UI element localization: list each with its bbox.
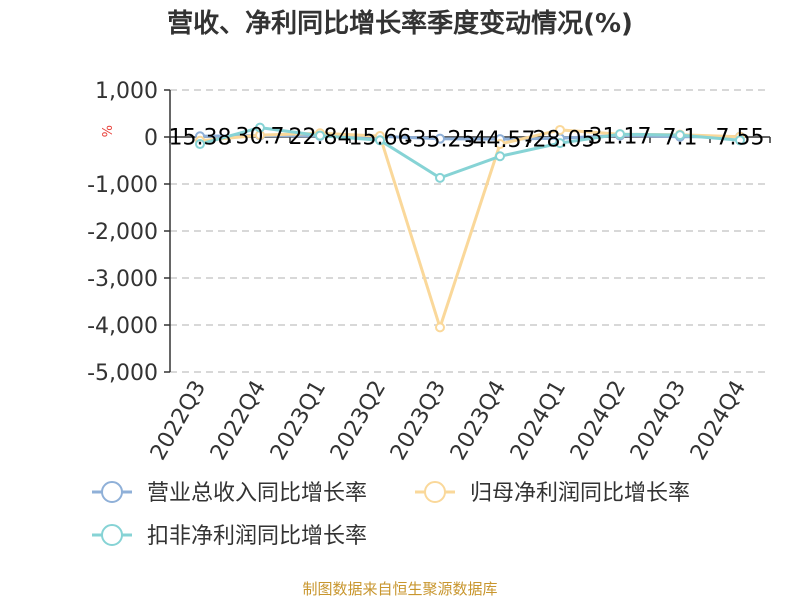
y-axis-ticks: 1,000 0 -1,000 -2,000 -3,000 -4,000 -5,000 xyxy=(87,79,170,386)
data-label: 15.66 xyxy=(349,125,412,150)
data-label: -35.25 xyxy=(405,128,476,153)
data-point[interactable] xyxy=(495,151,505,162)
legend-item-revenue[interactable]: 营业总收入同比增长率 xyxy=(92,481,367,506)
x-tick-label: 2023Q3 xyxy=(386,377,451,465)
x-tick-label: 2024Q3 xyxy=(626,377,691,465)
data-point[interactable] xyxy=(735,135,745,146)
x-tick-label: 2024Q1 xyxy=(506,377,571,465)
data-point[interactable] xyxy=(375,135,385,146)
data-label: 22.84 xyxy=(289,125,352,150)
x-tick-label: 2022Q4 xyxy=(206,377,271,465)
data-point[interactable] xyxy=(435,133,445,144)
data-point[interactable] xyxy=(435,322,445,333)
data-point[interactable] xyxy=(555,124,565,135)
data-point[interactable] xyxy=(615,129,625,140)
data-point[interactable] xyxy=(495,139,505,150)
legend-label-deducted-net-profit: 扣非净利润同比增长率 xyxy=(147,524,367,549)
x-axis-ticks: 2022Q32022Q42023Q12023Q22023Q32023Q42024… xyxy=(146,377,751,465)
y-tick-label: -3,000 xyxy=(87,267,158,292)
data-label: 30.7 xyxy=(236,125,285,150)
data-point[interactable] xyxy=(675,130,685,141)
x-tick-label: 2023Q1 xyxy=(266,377,331,465)
data-label: 7.1 xyxy=(663,126,698,151)
legend: 营业总收入同比增长率 归母净利润同比增长率 扣非净利润同比增长率 xyxy=(92,481,690,549)
data-label: -44.57 xyxy=(465,128,536,153)
y-tick-label: 0 xyxy=(144,126,158,151)
data-point[interactable] xyxy=(435,172,445,183)
y-tick-label: -4,000 xyxy=(87,314,158,339)
x-tick-label: 2023Q2 xyxy=(326,377,391,465)
data-point[interactable] xyxy=(315,130,325,141)
series-layer xyxy=(195,122,745,333)
unit-label: % xyxy=(98,125,113,137)
x-tick-label: 2022Q3 xyxy=(146,377,211,465)
data-label: 31.17 xyxy=(589,125,652,150)
data-point[interactable] xyxy=(555,138,565,149)
series-line xyxy=(199,126,741,180)
data-point[interactable] xyxy=(255,122,265,133)
legend-item-net-profit[interactable]: 归母净利润同比增长率 xyxy=(415,481,690,506)
series-line xyxy=(199,128,741,329)
legend-item-deducted-net-profit[interactable]: 扣非净利润同比增长率 xyxy=(92,524,367,549)
x-tick-label: 2023Q4 xyxy=(446,377,511,465)
y-tick-label: -2,000 xyxy=(87,220,158,245)
data-point[interactable] xyxy=(195,139,205,150)
legend-label-revenue: 营业总收入同比增长率 xyxy=(147,481,367,506)
y-tick-label: 1,000 xyxy=(95,79,158,104)
data-labels: 15.38 30.7 22.8415.66-35.25-44.57-28.0531.… xyxy=(169,125,765,154)
y-tick-label: -1,000 xyxy=(87,173,158,198)
x-tick-label: 2024Q2 xyxy=(566,377,631,465)
chart-title: 营收、净利同比增长率季度变动情况(%) xyxy=(167,8,633,39)
data-label: -28.05 xyxy=(525,127,596,152)
data-label: 15.38 xyxy=(169,125,232,150)
legend-label-net-profit: 归母净利润同比增长率 xyxy=(470,481,690,506)
source-note: 制图数据来自恒生聚源数据库 xyxy=(302,580,497,598)
y-tick-label: -5,000 xyxy=(87,361,158,386)
x-tick-label: 2024Q4 xyxy=(686,377,751,465)
data-label: 7.55 xyxy=(716,126,765,151)
